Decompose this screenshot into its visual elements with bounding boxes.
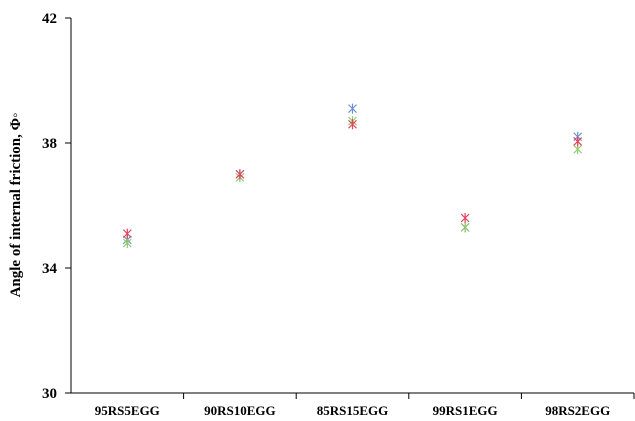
x-category-label: 98RS2EGG	[545, 403, 610, 418]
data-point	[348, 119, 357, 130]
y-tick-label: 42	[42, 11, 57, 27]
data-point	[460, 213, 470, 223]
data-point	[235, 169, 245, 180]
data-points	[122, 103, 583, 248]
axes	[70, 18, 634, 394]
y-tick-label: 38	[42, 136, 57, 152]
data-point	[348, 103, 357, 114]
x-category-label: 95RS5EGG	[95, 403, 160, 418]
data-point	[122, 238, 132, 248]
x-category-label: 90RS10EGG	[204, 403, 276, 418]
x-ticks: 95RS5EGG 90RS10EGG 85RS15EGG 99RS1EGG 98RS2E…	[95, 393, 635, 418]
x-category-label: 85RS15EGG	[317, 403, 389, 418]
y-tick-label: 34	[42, 261, 58, 277]
y-tick-label: 30	[42, 386, 57, 402]
data-point	[460, 222, 470, 233]
data-point	[573, 136, 583, 147]
y-ticks: 30 34 38 42	[42, 11, 71, 402]
y-axis-title: Angle of internal friction, Φ◦	[8, 113, 24, 298]
x-category-label: 99RS1EGG	[433, 403, 498, 418]
data-point	[122, 228, 132, 239]
